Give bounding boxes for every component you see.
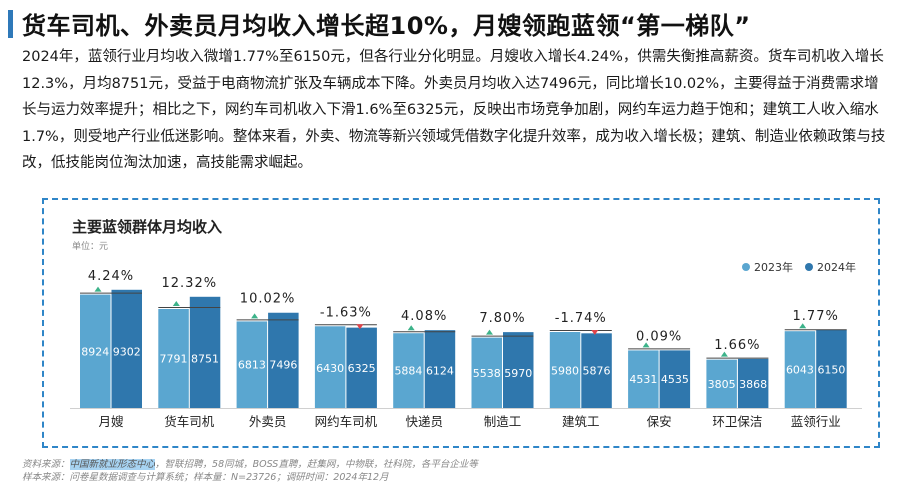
category-label: 快递员	[405, 414, 443, 429]
sample-line: 样本来源：问卷星数据调查与计算系统；样本量：N=23726；调研时间：2024年…	[22, 472, 389, 483]
growth-label: 7.80%	[479, 311, 525, 326]
growth-label: 4.24%	[88, 269, 134, 284]
category-label: 货车司机	[164, 414, 215, 429]
bar-2023	[314, 326, 346, 408]
category-label: 蓝领行业	[791, 414, 841, 429]
chart-unit: 单位：元	[72, 242, 109, 252]
growth-label: -1.74%	[555, 311, 607, 326]
growth-up-marker	[642, 342, 650, 348]
bar-value-2023: 5980	[551, 365, 579, 378]
growth-label: 1.77%	[793, 309, 839, 324]
legend-dot-2024	[805, 263, 813, 271]
bar-2023	[80, 294, 111, 408]
bar-value-2023: 5538	[473, 367, 501, 380]
bar-value-2023: 5884	[394, 365, 422, 378]
growth-up-marker	[94, 286, 102, 292]
bar-2023	[706, 359, 737, 408]
legend-item-2024: 2024年	[805, 259, 856, 275]
chart-title: 主要蓝领群体月均收入	[72, 218, 223, 236]
growth-up-marker	[407, 325, 415, 331]
bar-2024	[581, 333, 612, 408]
category-label: 外卖员	[249, 414, 287, 429]
bar-2024	[346, 327, 377, 408]
growth-down-marker	[356, 324, 364, 330]
bar-value-2024: 5876	[583, 365, 611, 378]
growth-label: 4.08%	[401, 309, 447, 324]
bar-value-2024: 6325	[348, 362, 376, 375]
growth-up-marker	[799, 323, 807, 329]
bar-2024	[424, 330, 456, 408]
source-note: 资料来源：中国新就业形态中心，智联招聘，58同城，BOSS直聘，赶集网，中物联，…	[22, 458, 478, 484]
bar-value-2024: 9302	[113, 345, 141, 358]
bar-2024	[268, 312, 299, 408]
bar-value-2023: 6043	[786, 364, 814, 377]
growth-label: 12.32%	[162, 276, 218, 291]
bar-value-2024: 6150	[817, 364, 845, 377]
growth-label: 1.66%	[714, 338, 760, 353]
bar-2023	[158, 308, 189, 408]
source-prefix: 资料来源：	[22, 459, 70, 470]
category-label: 制造工	[484, 414, 522, 429]
bar-value-2024: 8751	[191, 352, 219, 365]
source-rest: ，智联招聘，58同城，BOSS直聘，赶集网，中物联，社科院，各平台企业等	[155, 459, 478, 470]
bar-2023	[628, 350, 659, 408]
intro-paragraph: 2024年，蓝领行业月均收入微增1.77%至6150元，但各行业分化明显。月嫂收…	[22, 49, 886, 171]
category-label: 保安	[647, 414, 672, 429]
bar-2024	[659, 350, 691, 408]
bar-2024	[189, 296, 221, 408]
growth-label: -1.63%	[320, 305, 372, 320]
bar-value-2024: 7496	[269, 359, 297, 372]
bar-value-2024: 3868	[739, 378, 767, 391]
growth-label: 0.09%	[636, 329, 682, 344]
category-label: 月嫂	[98, 414, 124, 429]
bar-value-2024: 6124	[426, 365, 454, 378]
legend-dot-2023	[742, 263, 750, 271]
title-accent-bar	[8, 10, 13, 38]
growth-up-marker	[251, 313, 259, 319]
bar-value-2023: 4531	[629, 373, 657, 386]
growth-up-marker	[486, 329, 493, 335]
bar-value-2023: 3805	[708, 378, 736, 391]
bar-2024	[503, 332, 534, 408]
bar-value-2023: 7791	[160, 352, 188, 365]
growth-up-marker	[720, 351, 728, 357]
bar-2024	[737, 358, 769, 408]
legend-item-2023: 2023年	[742, 259, 793, 275]
growth-down-marker	[591, 330, 599, 336]
bar-2023	[471, 337, 502, 408]
growth-label: 10.02%	[240, 292, 296, 307]
bar-value-2023: 8924	[81, 345, 109, 358]
bar-2023	[784, 331, 816, 408]
legend-label-2024: 2024年	[817, 261, 856, 274]
source-line: 资料来源：中国新就业形态中心，智联招聘，58同城，BOSS直聘，赶集网，中物联，…	[22, 458, 478, 471]
chart-legend: 2023年 2024年	[742, 259, 856, 275]
legend-label-2023: 2023年	[754, 261, 793, 274]
growth-up-marker	[172, 300, 180, 306]
bar-value-2023: 6430	[316, 362, 344, 375]
bar-2023	[236, 321, 268, 408]
chart-frame	[42, 198, 880, 448]
category-label: 建筑工	[562, 414, 600, 429]
bar-value-2024: 5970	[504, 367, 532, 380]
bar-2023	[549, 332, 581, 408]
category-label: 网约车司机	[315, 414, 378, 429]
source-highlight: 中国新就业形态中心	[69, 459, 156, 470]
category-label: 环卫保洁	[712, 414, 762, 429]
bar-2023	[393, 333, 424, 408]
bar-value-2024: 4535	[661, 373, 689, 386]
page-title: 货车司机、外卖员月均收入增长超10%，月嫂领跑蓝领“第一梯队”	[22, 12, 751, 40]
bar-2024	[816, 329, 847, 408]
bar-value-2023: 6813	[238, 359, 266, 372]
bar-2024	[111, 289, 142, 408]
